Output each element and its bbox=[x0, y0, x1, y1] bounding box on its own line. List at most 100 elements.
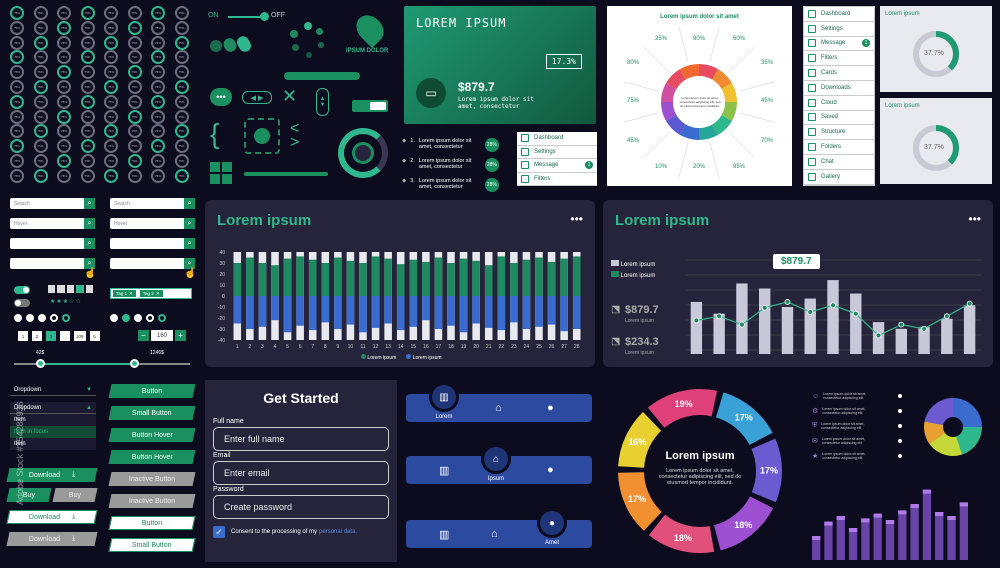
side-menu-item[interactable]: Settings bbox=[804, 21, 874, 37]
search-input[interactable]: Hover ⌕ bbox=[110, 218, 195, 229]
search-icon[interactable]: ⌕ bbox=[184, 218, 195, 229]
page-button[interactable]: 2 bbox=[32, 331, 42, 341]
consent-checkbox[interactable]: ✓ bbox=[213, 526, 225, 538]
side-menu-item[interactable]: Downloads bbox=[804, 80, 874, 96]
left-right-arrows-button[interactable]: ◀ ▶ bbox=[242, 91, 272, 104]
side-menu-item[interactable]: Folders bbox=[804, 140, 874, 155]
side-menu-item[interactable]: Message 1 bbox=[804, 36, 874, 52]
checkbox-group[interactable] bbox=[48, 285, 94, 295]
small-toggle[interactable] bbox=[14, 286, 30, 294]
dropdown-open[interactable]: Dropdown ▲ Item Item in focus Item bbox=[10, 402, 96, 450]
chart-icon[interactable]: ▥ bbox=[439, 465, 450, 477]
small-toggle-off[interactable] bbox=[14, 299, 30, 307]
small-button-button[interactable]: Small Button bbox=[108, 406, 196, 420]
up-down-arrows-button[interactable]: ▲ ▼ bbox=[316, 88, 329, 116]
dropdown-item[interactable]: Item bbox=[14, 441, 26, 447]
search-input[interactable]: ⌕ bbox=[110, 258, 195, 269]
side-menu-item[interactable]: Structure bbox=[804, 125, 874, 141]
side-menu-item[interactable]: Filters bbox=[804, 51, 874, 67]
tag-input[interactable]: Tag 1 ✕ Tag 2 ✕ bbox=[110, 288, 192, 299]
line-point bbox=[898, 321, 905, 328]
radio-group-2[interactable] bbox=[110, 314, 170, 323]
tab-active-indicator[interactable]: ⌂ bbox=[481, 444, 511, 474]
purple-bar-top bbox=[910, 504, 919, 508]
user-icon[interactable]: ● bbox=[547, 402, 554, 414]
slider-track[interactable] bbox=[284, 72, 360, 80]
dropdown-item-focused[interactable]: Item in focus bbox=[10, 426, 96, 438]
gauge-title: Lorem ipsum bbox=[885, 103, 920, 109]
search-icon[interactable]: ⌕ bbox=[184, 238, 195, 249]
search-input[interactable]: Search ⌕ bbox=[110, 198, 195, 209]
horizontal-slider[interactable] bbox=[244, 172, 328, 176]
button-button[interactable]: Button bbox=[108, 384, 196, 398]
search-placeholder: Hover bbox=[114, 220, 128, 227]
tag-chip[interactable]: Tag 1 ✕ bbox=[113, 290, 136, 297]
dropdown-item[interactable]: Item bbox=[14, 417, 26, 423]
side-menu-item[interactable]: Cloud bbox=[804, 95, 874, 111]
password-field[interactable]: Create password bbox=[213, 495, 389, 519]
mini-menu-item[interactable]: Message 1 bbox=[517, 159, 597, 173]
search-input[interactable]: Search ⌕ bbox=[10, 198, 95, 209]
search-input[interactable]: ⌕ bbox=[110, 238, 195, 249]
side-menu-item[interactable]: Dashboard bbox=[804, 7, 874, 22]
page-button[interactable]: 1 bbox=[18, 331, 28, 341]
list-text: Lorem ipsum dolor sit amet, consectetur bbox=[418, 138, 472, 150]
search-icon[interactable]: ⌕ bbox=[184, 258, 195, 269]
more-dots-button[interactable]: ••• bbox=[210, 88, 232, 106]
search-icon[interactable]: ⌕ bbox=[84, 238, 95, 249]
star-rating[interactable]: ★★★☆☆ bbox=[50, 299, 82, 305]
toggle-switch-2[interactable] bbox=[352, 100, 388, 112]
search-icon[interactable]: ⌕ bbox=[84, 198, 95, 209]
search-input[interactable]: ⌕ bbox=[10, 238, 95, 249]
mini-menu-item[interactable]: Filters bbox=[517, 172, 597, 186]
download-button[interactable]: Download ⤓ bbox=[6, 510, 98, 524]
side-menu-item[interactable]: Gallery bbox=[804, 169, 874, 185]
range-slider[interactable]: 42$ 1246$ bbox=[14, 350, 190, 370]
button-hover-button[interactable]: Button Hover bbox=[108, 450, 196, 464]
bar-positive bbox=[296, 256, 304, 296]
button-hover-button[interactable]: Button Hover bbox=[108, 428, 196, 442]
search-icon[interactable]: ⌕ bbox=[184, 198, 195, 209]
user-icon[interactable]: ● bbox=[547, 464, 554, 476]
page-button[interactable]: ... bbox=[60, 331, 70, 341]
button-button[interactable]: Button bbox=[108, 516, 196, 530]
more-button-2[interactable]: ••• bbox=[968, 212, 981, 226]
consent-link[interactable]: personal data. bbox=[319, 529, 358, 535]
chart-bar bbox=[850, 293, 862, 354]
mini-menu-item[interactable]: Settings bbox=[517, 145, 597, 159]
close-icon[interactable]: ✕ bbox=[282, 86, 298, 106]
range-handle-min[interactable] bbox=[36, 359, 46, 368]
stepper-value[interactable]: 160 bbox=[151, 330, 173, 341]
search-input[interactable]: ⌕ bbox=[10, 258, 95, 269]
stepper-minus-button[interactable]: − bbox=[138, 330, 149, 341]
page-button[interactable]: 5 bbox=[89, 331, 100, 341]
tab-active-indicator[interactable]: ● bbox=[537, 508, 567, 538]
quantity-stepper[interactable]: − 160 + bbox=[138, 330, 188, 341]
mini-menu-item[interactable]: Dashboard bbox=[517, 132, 597, 146]
home-icon[interactable]: ⌂ bbox=[491, 528, 498, 540]
range-handle-max[interactable] bbox=[129, 359, 139, 368]
dropdown-closed[interactable]: Dropdown ▼ bbox=[10, 384, 96, 396]
buy-button[interactable]: Buy bbox=[6, 488, 52, 502]
side-menu-item[interactable]: Cards bbox=[804, 66, 874, 81]
search-icon[interactable]: ⌕ bbox=[84, 218, 95, 229]
tab-active-indicator[interactable]: ▥ bbox=[429, 382, 459, 412]
toggle-switch[interactable]: ON OFF bbox=[208, 10, 288, 24]
full-name-field[interactable]: Enter full name bbox=[213, 427, 389, 451]
page-button[interactable]: 3 bbox=[46, 331, 56, 341]
stepper-plus-button[interactable]: + bbox=[175, 330, 186, 341]
tag-chip[interactable]: Tag 2 ✕ bbox=[139, 290, 163, 297]
more-button[interactable]: ••• bbox=[570, 212, 583, 226]
search-icon[interactable]: ⌕ bbox=[84, 258, 95, 269]
small-button-button[interactable]: Small Button bbox=[108, 538, 196, 552]
chart-icon[interactable]: ▥ bbox=[439, 529, 450, 541]
search-input[interactable]: Hover ⌕ bbox=[10, 218, 95, 229]
close-icon[interactable]: ✕ bbox=[129, 290, 133, 296]
radio-group[interactable] bbox=[14, 314, 74, 323]
close-icon[interactable]: ✕ bbox=[155, 290, 160, 296]
page-button[interactable]: 109 bbox=[74, 331, 86, 341]
home-icon[interactable]: ⌂ bbox=[495, 402, 502, 414]
side-menu-item[interactable]: Saved bbox=[804, 110, 874, 126]
side-menu-item[interactable]: Chat bbox=[804, 154, 874, 170]
email-field[interactable]: Enter email bbox=[213, 461, 389, 485]
